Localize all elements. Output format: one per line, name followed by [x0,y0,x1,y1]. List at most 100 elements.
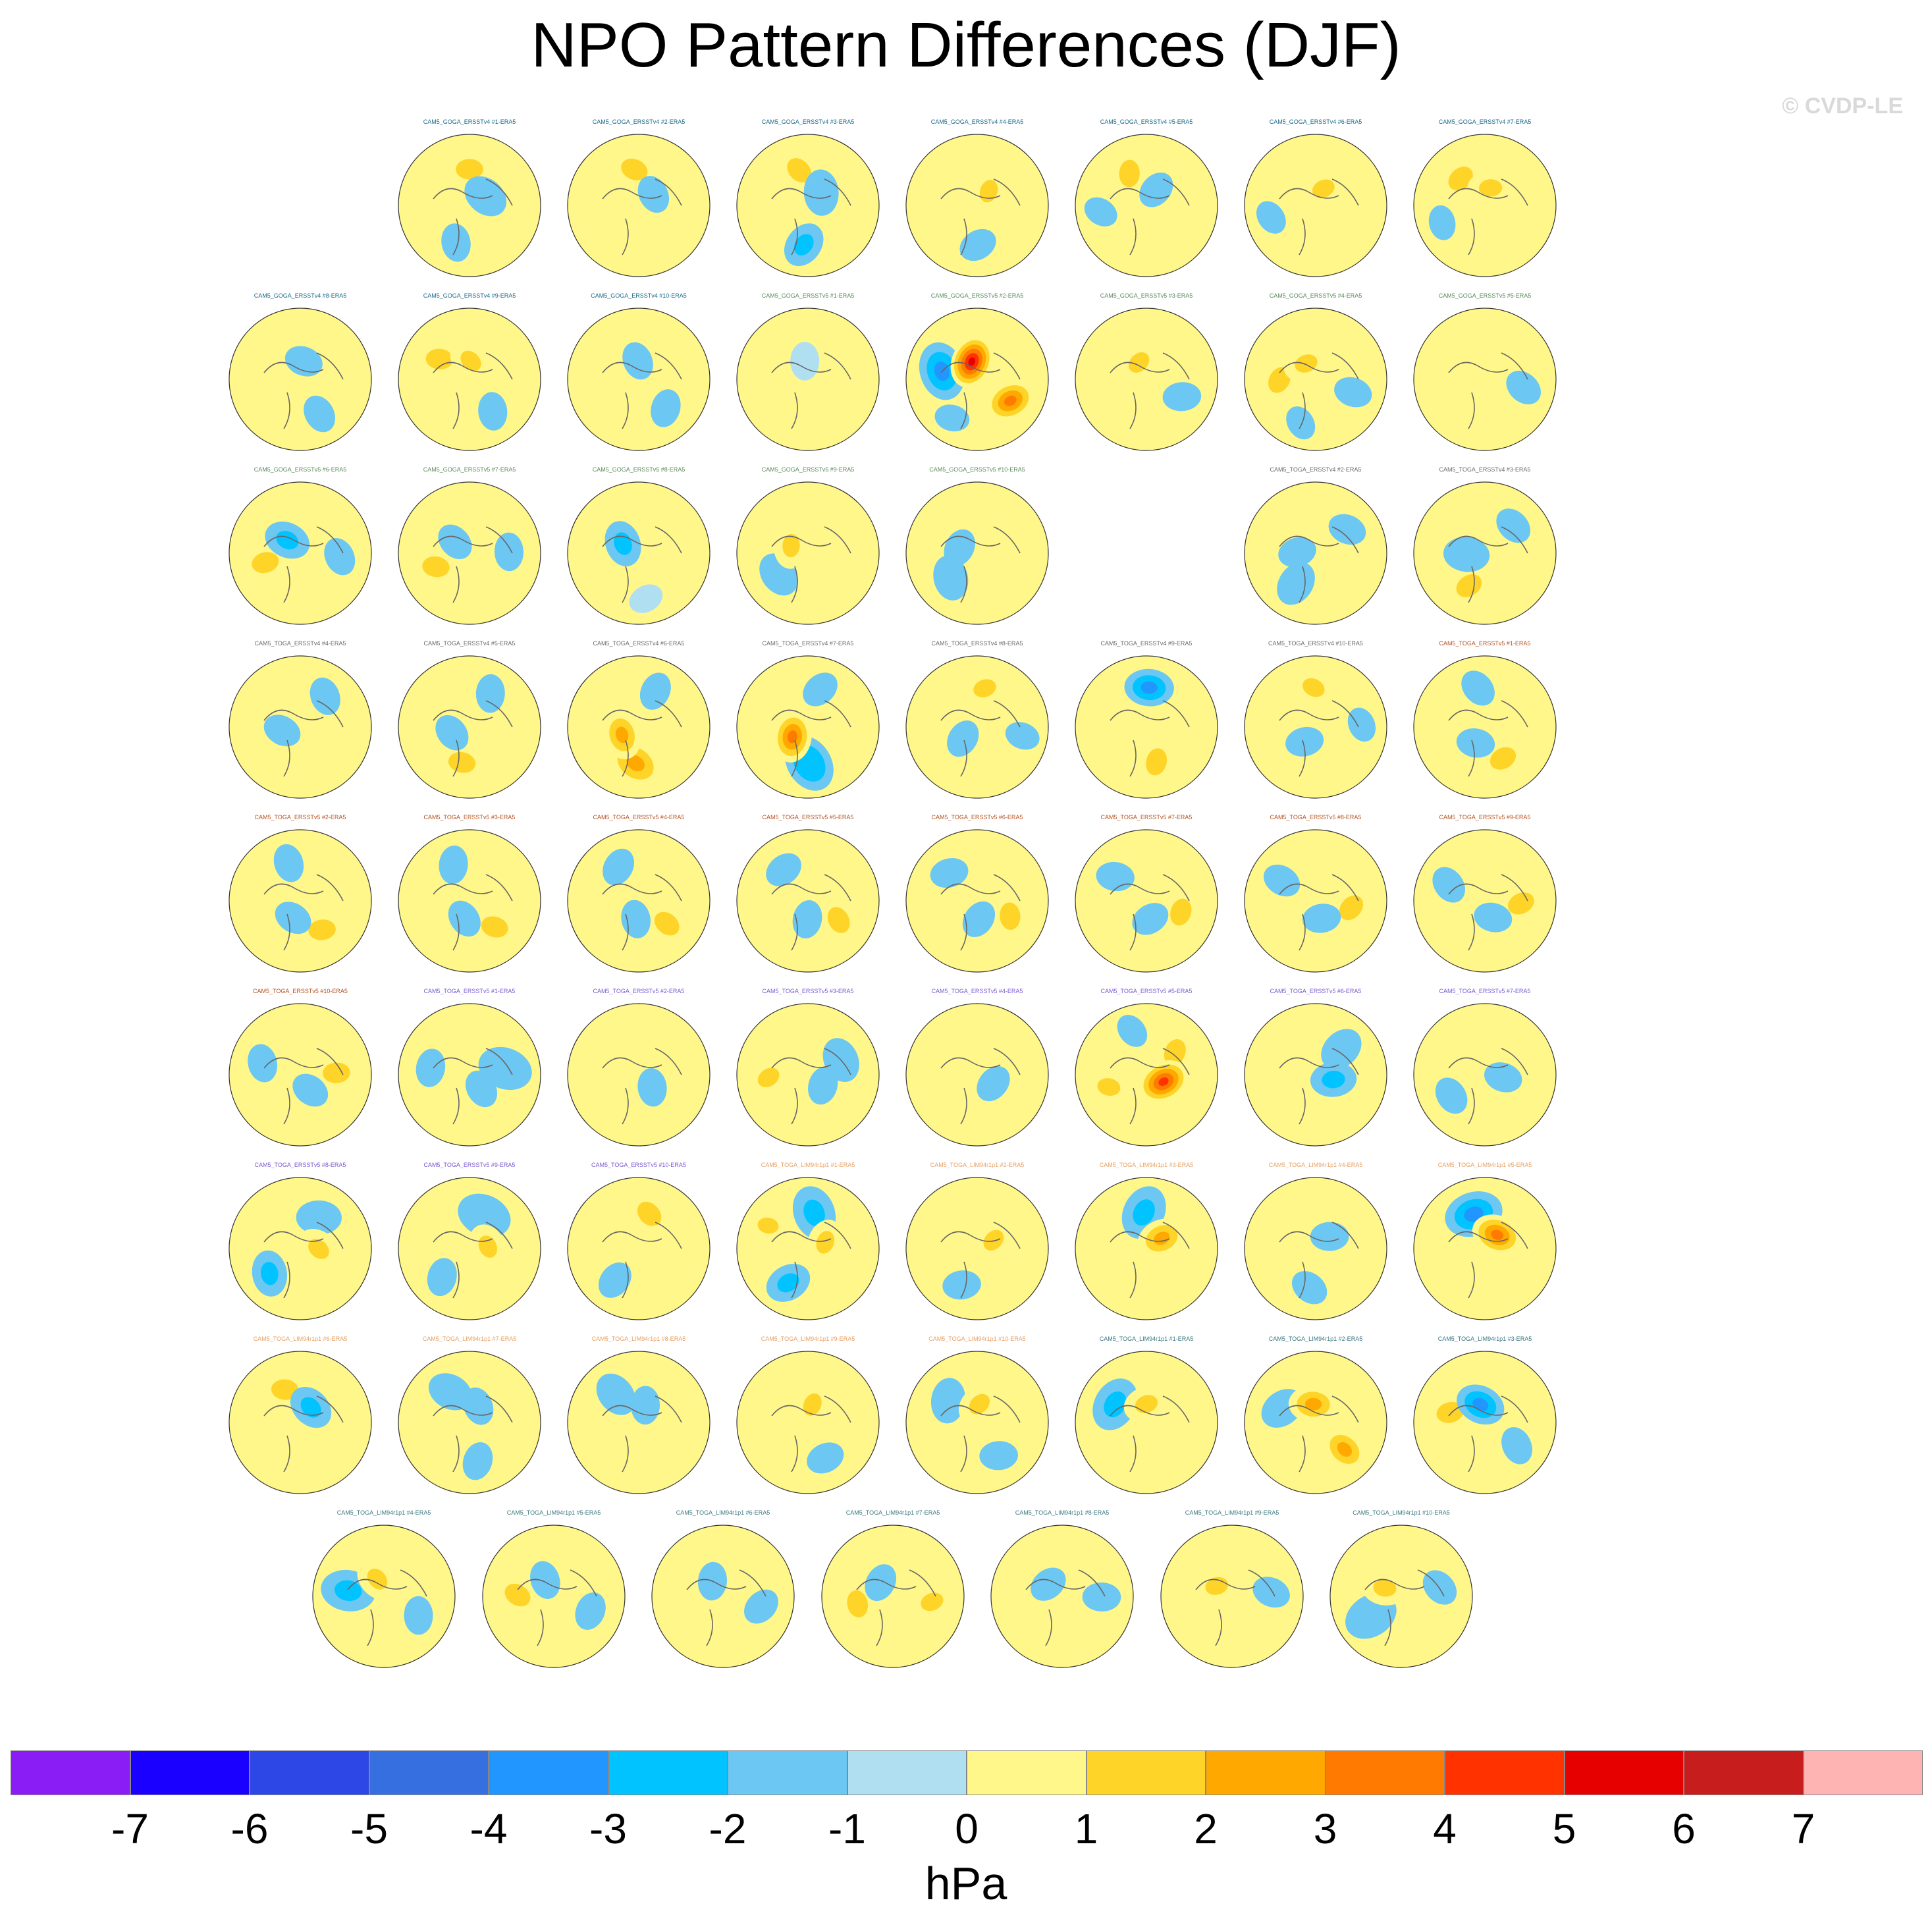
panel-label: CAM5_TOGA_LIM94r1p1 #8-ERA5 [591,1336,686,1342]
panel-label: CAM5_GOGA_ERSSTv4 #1-ERA5 [423,119,516,125]
panel-label: CAM5_TOGA_ERSSTv5 #5-ERA5 [762,814,854,821]
panel-label: CAM5_GOGA_ERSSTv5 #2-ERA5 [930,292,1024,299]
map-panel: CAM5_GOGA_ERSSTv4 #9-ERA5 [394,292,545,460]
colorbar-box [1086,1750,1206,1795]
negative-anomaly-contour [462,1387,494,1425]
negative-anomaly-contour [439,845,468,884]
coastline [433,526,513,603]
negative-anomaly-contour [1461,670,1495,706]
positive-anomaly-contour [346,1620,377,1653]
positive-anomaly-contour [408,1417,441,1447]
polar-map [1244,1177,1387,1320]
positive-anomaly-contour [289,1442,319,1482]
coastline [433,1395,513,1473]
positive-anomaly-contour [992,854,1027,882]
negative-anomaly-contour [1334,377,1372,408]
positive-anomaly-contour [994,522,1033,553]
positive-anomaly-contour [816,1231,835,1254]
map-panel: CAM5_GOGA_ERSSTv5 #1-ERA5 [732,292,884,460]
negative-anomaly-contour [933,555,969,601]
map-background [398,134,541,277]
map-panel: CAM5_GOGA_ERSSTv5 #2-ERA5 [901,292,1053,460]
positive-anomaly-contour [637,1201,662,1226]
map-background [398,830,541,972]
positive-anomaly-contour [1305,1397,1322,1411]
positive-anomaly-contour [520,1625,554,1654]
positive-anomaly-contour [588,396,622,425]
coastline [1110,178,1190,256]
positive-anomaly-contour [1490,841,1517,877]
coastline [940,1395,1021,1473]
map-panel: CAM5_TOGA_LIM94r1p1 #8-ERA5 [986,1509,1138,1677]
positive-anomaly-contour [847,1590,869,1618]
coastline [602,1222,682,1299]
negative-anomaly-contour [777,1273,799,1293]
polar-map [228,1351,372,1494]
negative-anomaly-contour [427,1258,457,1297]
colorbar-tick-label: 2 [1194,1805,1218,1852]
panel-label: CAM5_TOGA_LIM94r1p1 #2-ERA5 [930,1162,1025,1168]
colorbar-tick-label: 5 [1552,1805,1576,1852]
polar-map [905,655,1049,799]
colorbar-box [489,1750,608,1795]
negative-anomaly-contour [1506,370,1541,405]
panel-label: CAM5_TOGA_ERSSTv4 #2-ERA5 [1270,466,1362,473]
negative-anomaly-contour [1302,904,1341,933]
coastline [940,1222,1021,1299]
polar-map [398,655,541,799]
negative-anomaly-contour [1328,514,1366,545]
map-panel: CAM5_TOGA_ERSSTv5 #6-ERA5 [1240,988,1391,1156]
negative-anomaly-contour [801,754,818,772]
panel-label: CAM5_GOGA_ERSSTv4 #6-ERA5 [1269,119,1362,125]
positive-anomaly-contour [757,1068,780,1087]
panel-label: CAM5_TOGA_ERSSTv4 #4-ERA5 [254,640,346,647]
panel-label: CAM5_GOGA_ERSSTv4 #2-ERA5 [592,119,685,125]
panel-label: CAM5_GOGA_ERSSTv4 #4-ERA5 [930,119,1024,125]
map-panel: CAM5_TOGA_ERSSTv5 #2-ERA5 [563,988,714,1156]
panel-label: CAM5_TOGA_LIM94r1p1 #6-ERA5 [676,1509,770,1516]
polar-map [736,655,880,799]
panel-label: CAM5_GOGA_ERSSTv4 #7-ERA5 [1438,119,1532,125]
positive-anomaly-contour [1000,902,1021,931]
map-panel: CAM5_TOGA_ERSSTv4 #4-ERA5 [225,640,376,808]
map-panel: CAM5_GOGA_ERSSTv4 #2-ERA5 [563,119,714,286]
panel-label: CAM5_TOGA_ERSSTv5 #9-ERA5 [423,1162,516,1168]
positive-anomaly-contour [1135,1395,1158,1413]
negative-anomaly-contour [930,858,969,888]
polar-map [1413,1351,1557,1494]
negative-anomaly-contour [296,1200,342,1235]
coastline [940,1048,1021,1125]
positive-anomaly-contour [1177,715,1208,746]
coastline [771,178,851,256]
map-boundary [736,481,880,625]
negative-anomaly-contour [1263,864,1301,897]
map-boundary [1244,134,1387,277]
coastline [263,1048,344,1125]
positive-anomaly-contour [1339,895,1364,921]
map-panel: CAM5_TOGA_ERSSTv4 #7-ERA5 [732,640,884,808]
negative-anomaly-contour [416,1048,446,1087]
map-panel: CAM5_TOGA_LIM94r1p1 #9-ERA5 [1156,1509,1308,1677]
map-background [1245,1177,1387,1320]
polar-map [1244,829,1387,973]
colorbar-tick-label: -4 [470,1805,508,1852]
map-boundary [1075,1003,1218,1147]
polar-map [1413,481,1557,625]
negative-anomaly-contour [448,900,481,937]
map-panel: CAM5_TOGA_LIM94r1p1 #5-ERA5 [1409,1162,1561,1330]
negative-anomaly-contour [1456,728,1495,758]
polar-map [990,1525,1134,1668]
negative-anomaly-contour [1133,1199,1155,1226]
polar-map [1244,1351,1387,1494]
map-boundary [905,655,1049,799]
negative-anomaly-contour [596,1373,636,1415]
positive-anomaly-contour [918,1216,952,1245]
positive-anomaly-contour [1503,568,1530,604]
panel-label: CAM5_TOGA_ERSSTv5 #1-ERA5 [1439,640,1531,647]
polar-map [651,1525,795,1668]
positive-anomaly-contour [417,390,447,423]
map-panel: CAM5_GOGA_ERSSTv5 #8-ERA5 [563,466,714,634]
map-boundary [651,1525,795,1668]
map-boundary [736,1003,880,1147]
map-boundary [905,1177,1049,1320]
